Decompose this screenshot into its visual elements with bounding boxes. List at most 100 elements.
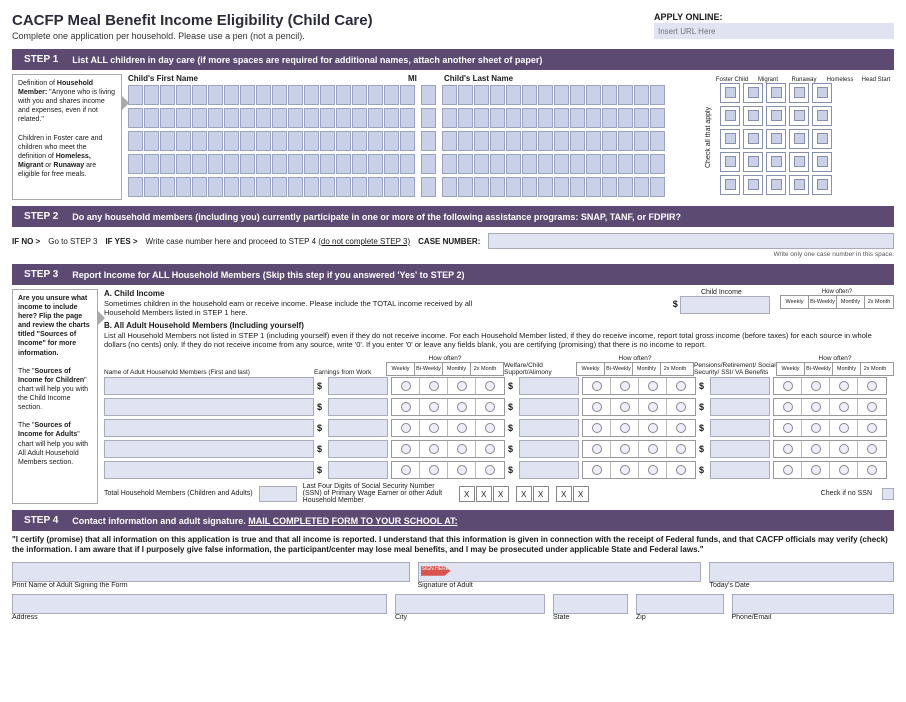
status-checkbox[interactable]: [720, 83, 740, 103]
name-cell[interactable]: [352, 108, 367, 128]
lastname-cell[interactable]: [586, 177, 601, 197]
lastname-cell[interactable]: [474, 154, 489, 174]
lastname-cell[interactable]: [522, 131, 537, 151]
phone-input[interactable]: [732, 594, 895, 614]
lastname-cell[interactable]: [506, 154, 521, 174]
lastname-cell[interactable]: [506, 85, 521, 105]
name-cell[interactable]: [400, 108, 415, 128]
adult-name-input[interactable]: [104, 440, 314, 458]
frequency-radio[interactable]: [802, 378, 830, 394]
frequency-radio[interactable]: [583, 378, 611, 394]
frequency-radio[interactable]: [667, 378, 695, 394]
lastname-cell[interactable]: [490, 154, 505, 174]
status-checkbox[interactable]: [789, 83, 809, 103]
frequency-radio[interactable]: [639, 441, 667, 457]
lastname-cell[interactable]: [474, 85, 489, 105]
name-cell[interactable]: [320, 154, 335, 174]
mi-cell[interactable]: [421, 154, 436, 174]
lastname-cell[interactable]: [554, 85, 569, 105]
income-amount-input[interactable]: [328, 419, 388, 437]
name-cell[interactable]: [288, 85, 303, 105]
lastname-cell[interactable]: [650, 177, 665, 197]
lastname-cell[interactable]: [618, 154, 633, 174]
lastname-cell[interactable]: [522, 85, 537, 105]
name-cell[interactable]: [288, 177, 303, 197]
lastname-cell[interactable]: [442, 154, 457, 174]
lastname-cell[interactable]: [602, 108, 617, 128]
signature-input[interactable]: SIGN HERE: [418, 562, 702, 582]
frequency-radio[interactable]: [858, 420, 886, 436]
name-cell[interactable]: [192, 85, 207, 105]
frequency-radio[interactable]: [774, 441, 802, 457]
lastname-cell[interactable]: [506, 108, 521, 128]
lastname-cell[interactable]: [602, 154, 617, 174]
frequency-radio[interactable]: [858, 399, 886, 415]
status-checkbox[interactable]: [743, 152, 763, 172]
frequency-radio[interactable]: [392, 378, 420, 394]
lastname-cell[interactable]: [442, 85, 457, 105]
address-input[interactable]: [12, 594, 387, 614]
status-checkbox[interactable]: [720, 106, 740, 126]
name-cell[interactable]: [368, 85, 383, 105]
adult-name-input[interactable]: [104, 419, 314, 437]
name-cell[interactable]: [384, 108, 399, 128]
frequency-radio[interactable]: [830, 420, 858, 436]
frequency-radio[interactable]: [476, 462, 504, 478]
status-checkbox[interactable]: [766, 129, 786, 149]
lastname-cell[interactable]: [618, 177, 633, 197]
name-cell[interactable]: [192, 154, 207, 174]
frequency-radio[interactable]: [448, 462, 476, 478]
lastname-cell[interactable]: [650, 131, 665, 151]
name-cell[interactable]: [192, 108, 207, 128]
name-cell[interactable]: [320, 108, 335, 128]
mi-cell[interactable]: [421, 177, 436, 197]
name-cell[interactable]: [144, 131, 159, 151]
frequency-radio[interactable]: [448, 420, 476, 436]
frequency-radio[interactable]: [611, 441, 639, 457]
frequency-radio[interactable]: [858, 441, 886, 457]
lastname-cell[interactable]: [474, 108, 489, 128]
status-checkbox[interactable]: [789, 106, 809, 126]
apply-url-input[interactable]: [654, 23, 894, 39]
ssn-cell[interactable]: X: [493, 486, 509, 502]
income-amount-input[interactable]: [710, 419, 770, 437]
lastname-cell[interactable]: [650, 108, 665, 128]
status-checkbox[interactable]: [789, 175, 809, 195]
frequency-radio[interactable]: [476, 378, 504, 394]
frequency-radio[interactable]: [392, 462, 420, 478]
frequency-radio[interactable]: [611, 399, 639, 415]
lastname-cell[interactable]: [458, 131, 473, 151]
status-checkbox[interactable]: [812, 83, 832, 103]
frequency-radio[interactable]: [774, 399, 802, 415]
name-cell[interactable]: [240, 85, 255, 105]
state-input[interactable]: [553, 594, 628, 614]
lastname-cell[interactable]: [650, 154, 665, 174]
ssn-cell[interactable]: X: [476, 486, 492, 502]
name-cell[interactable]: [368, 154, 383, 174]
income-amount-input[interactable]: [519, 398, 579, 416]
income-amount-input[interactable]: [519, 440, 579, 458]
status-checkbox[interactable]: [720, 152, 740, 172]
name-cell[interactable]: [240, 131, 255, 151]
frequency-radio[interactable]: [802, 441, 830, 457]
name-cell[interactable]: [128, 177, 143, 197]
name-cell[interactable]: [128, 85, 143, 105]
name-cell[interactable]: [336, 177, 351, 197]
name-cell[interactable]: [176, 131, 191, 151]
name-cell[interactable]: [128, 154, 143, 174]
frequency-radio[interactable]: [830, 441, 858, 457]
status-checkbox[interactable]: [743, 175, 763, 195]
name-cell[interactable]: [160, 108, 175, 128]
name-cell[interactable]: [240, 108, 255, 128]
income-amount-input[interactable]: [328, 377, 388, 395]
lastname-cell[interactable]: [618, 108, 633, 128]
status-checkbox[interactable]: [743, 83, 763, 103]
lastname-cell[interactable]: [618, 85, 633, 105]
frequency-radio[interactable]: [667, 420, 695, 436]
ssn-cell[interactable]: X: [459, 486, 475, 502]
frequency-radio[interactable]: [611, 462, 639, 478]
frequency-radio[interactable]: [667, 462, 695, 478]
name-cell[interactable]: [176, 108, 191, 128]
name-cell[interactable]: [304, 108, 319, 128]
name-cell[interactable]: [384, 131, 399, 151]
